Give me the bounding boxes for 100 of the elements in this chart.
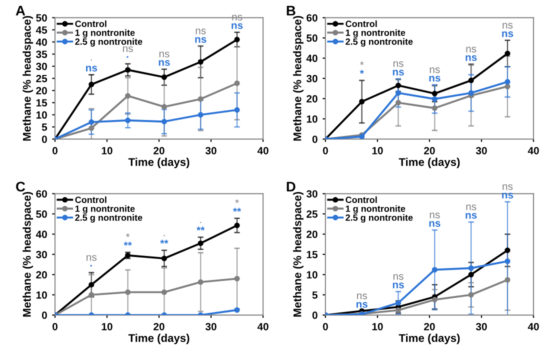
y-tick-label: 50 [36,210,47,218]
annotation: * [360,61,364,66]
annotation: · [200,222,202,224]
x-tick-label: 20 [424,322,435,330]
annotation: * [126,233,130,237]
y-tick-label: 50 [36,14,47,22]
annotation: ns [466,213,477,219]
y-axis-title: Methane (% headspace) [22,192,33,317]
x-axis-title: Time (days) [128,158,190,168]
y-tick-label: 10 [36,291,47,299]
y-tick-label: 35 [36,50,48,58]
y-tick-label: 25 [306,210,318,218]
legend-label: 1 g nontronite [75,205,135,214]
text: ns [502,184,513,190]
legend-label: 1 g nontronite [346,29,406,38]
annotation: ns [392,282,404,288]
annotation: ns [466,55,477,61]
y-tick-label: 10 [36,111,47,119]
y-tick-label: 15 [36,99,48,107]
x-tick-label: 20 [154,146,164,154]
y-tick-label: 10 [306,271,318,278]
x-axis-title: Time (days) [128,334,190,344]
y-tick-label: 30 [36,250,47,258]
annotation: ns [392,70,404,76]
annotation: ns [429,221,440,227]
legend-label: 2.5 g nontronite [75,214,142,223]
chart-title: C [16,182,26,192]
y-tick-label: 10 [306,115,318,123]
x-tick-label: 10 [372,322,383,330]
y-tick-label: 0 [42,136,47,143]
y-tick-label: 5 [42,124,48,131]
y-tick-label: 40 [36,230,47,238]
annotation: * [360,70,364,74]
legend-label: Control [75,20,106,28]
x-tick-label: 10 [102,146,112,154]
annotation: ns [466,204,476,210]
legend-label: 1 g nontronite [346,205,406,214]
y-tick-label: 20 [306,95,318,102]
legend-label: 2.5 g nontronite [75,38,142,47]
y-axis-title: Methane (% headspace) [293,16,304,141]
y-tick-label: 30 [306,190,318,198]
y-tick-label: 30 [36,62,47,70]
y-tick-label: 30 [306,74,318,82]
annotation: · [126,56,128,58]
annotation: ns [502,192,514,199]
annotation: ns [356,302,368,308]
annotation: · [90,59,92,61]
annotation: ** [233,208,242,212]
annotation: ns [429,76,440,82]
annotation: ** [124,242,132,246]
legend-label: 2.5 g nontronite [346,214,413,223]
y-tick-label: 50 [306,34,318,42]
annotation: · [164,235,165,236]
x-tick-label: 30 [476,146,487,154]
annotation: ns [502,22,513,29]
x-tick-label: 10 [102,322,112,330]
y-tick-label: 60 [36,190,47,198]
x-tick-label: 30 [476,322,487,330]
x-axis-title: Time (days) [398,334,460,344]
annotation: ns [159,52,170,58]
y-tick-label: 40 [306,54,318,62]
y-tick-label: 20 [36,87,47,94]
y-axis-title: Methane (% headspace) [293,192,304,317]
legend-label: Control [75,196,106,204]
y-axis-title: Methane (% headspace) [22,16,33,141]
x-tick-label: 20 [154,322,164,330]
annotation: ns [393,61,404,68]
x-tick-label: 40 [257,146,268,154]
annotation: * [235,199,239,203]
y-tick-label: 0 [312,136,318,143]
y-tick-label: 40 [36,38,47,46]
legend-label: Control [346,196,377,204]
annotation: · [90,264,92,267]
chart-title: D [286,182,296,192]
annotation: ns [430,212,440,218]
y-tick-label: 0 [42,312,47,319]
annotation: ns [86,255,97,261]
x-tick-label: 0 [52,322,58,330]
x-tick-label: 40 [528,146,539,154]
x-tick-label: 30 [205,146,216,154]
y-tick-label: 0 [312,312,318,319]
x-axis-title: Time (days) [398,158,460,168]
annotation: ns [158,60,170,66]
y-tick-label: 20 [36,271,47,278]
legend-label: 1 g nontronite [75,29,135,38]
x-tick-label: 0 [322,146,328,154]
annotation: ns [196,28,206,34]
annotation: ns [393,274,404,280]
annotation: ns [123,46,133,52]
annotation: ns [232,23,243,29]
y-tick-label: 25 [36,74,48,82]
y-tick-label: 60 [306,14,318,22]
x-tick-label: 20 [424,146,435,154]
annotation: ns [195,37,206,43]
y-tick-label: 15 [306,250,318,258]
annotation: ns [466,46,476,52]
annotation: ns [502,31,514,38]
annotation: ns [430,67,440,74]
legend-label: 2.5 g nontronite [346,38,413,47]
y-tick-label: 5 [312,291,318,299]
